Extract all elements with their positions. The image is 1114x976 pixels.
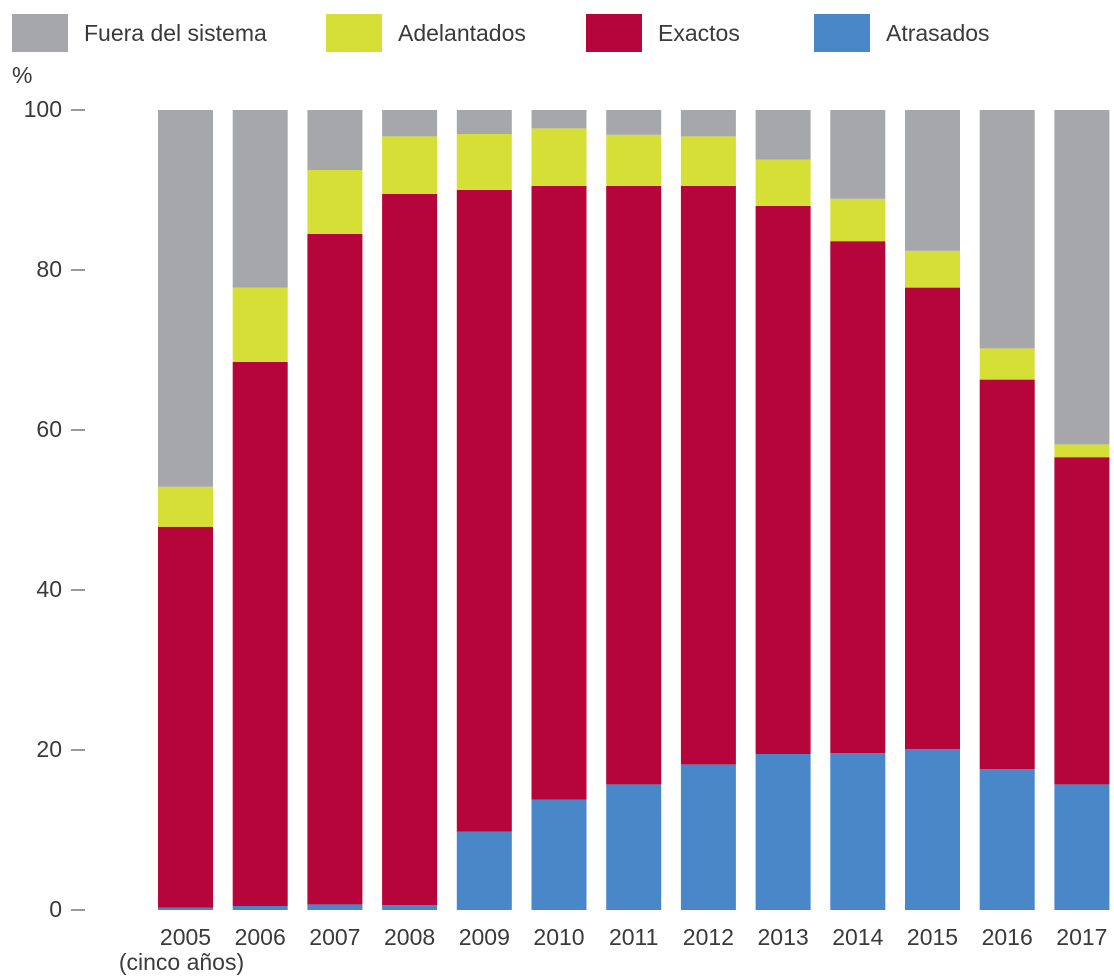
bar-segment-fuera-del-sistema-2013 — [755, 110, 811, 160]
bar-segment-fuera-del-sistema-2016 — [979, 110, 1035, 349]
bar-segment-exactos-2011 — [606, 186, 662, 785]
bar-segment-exactos-2013 — [755, 206, 811, 754]
bar-segment-fuera-del-sistema-2014 — [830, 110, 886, 199]
bar-segment-atrasados-2015 — [905, 749, 960, 910]
x-category-label: 2015 — [906, 924, 959, 950]
bar-segment-adelantados-2013 — [755, 159, 811, 206]
bar-segment-exactos-2010 — [531, 186, 587, 800]
y-tick-label: 100 — [23, 96, 62, 122]
bar-segment-exactos-2009 — [456, 190, 512, 832]
y-tick-label: 80 — [36, 256, 62, 282]
x-category-label: 2013 — [757, 924, 809, 950]
bar-segment-adelantados-2007 — [307, 170, 363, 234]
x-category-label: 2016 — [981, 924, 1033, 950]
x-category-label: 2008 — [384, 924, 436, 950]
bar-segment-adelantados-2005 — [158, 486, 213, 527]
bar-segment-atrasados-2010 — [531, 799, 587, 910]
bar-segment-fuera-del-sistema-2008 — [382, 110, 438, 137]
legend-swatch — [586, 14, 642, 52]
bar-segment-exactos-2005 — [158, 526, 213, 908]
y-tick-label: 60 — [36, 416, 62, 442]
bar-segment-atrasados-2012 — [680, 764, 736, 910]
bar-segment-atrasados-2005 — [158, 907, 213, 910]
bar-segment-adelantados-2012 — [680, 136, 736, 186]
bar-segment-atrasados-2011 — [606, 784, 662, 910]
bar-segment-exactos-2016 — [979, 379, 1035, 770]
bar-segment-fuera-del-sistema-2017 — [1054, 110, 1110, 445]
bar-segment-atrasados-2014 — [830, 753, 886, 910]
bar-segment-atrasados-2008 — [382, 905, 438, 910]
bar-segment-adelantados-2008 — [382, 136, 438, 194]
bar-segment-atrasados-2013 — [755, 754, 811, 910]
x-category-label: 2010 — [533, 924, 585, 950]
bar-segment-adelantados-2017 — [1054, 444, 1110, 458]
legend-item: Exactos — [586, 14, 740, 52]
bar-segment-exactos-2006 — [232, 362, 288, 906]
y-axis-unit-label: % — [12, 62, 33, 88]
bar-segment-atrasados-2016 — [979, 769, 1035, 910]
bar-segment-atrasados-2009 — [456, 831, 512, 910]
y-tick-label: 40 — [36, 576, 62, 602]
bar-segment-exactos-2015 — [905, 287, 960, 750]
x-category-label: 2007 — [309, 924, 361, 950]
bar-segment-fuera-del-sistema-2012 — [680, 110, 736, 137]
bar-segment-atrasados-2007 — [307, 904, 363, 910]
legend-swatch — [814, 14, 870, 52]
bar-segment-exactos-2014 — [830, 241, 886, 754]
x-category-label: 2006 — [234, 924, 286, 950]
bar-segment-exactos-2007 — [307, 234, 363, 905]
legend-item: Fuera del sistema — [12, 14, 267, 52]
legend-item: Atrasados — [814, 14, 990, 52]
bar-segment-fuera-del-sistema-2006 — [232, 110, 288, 288]
bar-segment-adelantados-2010 — [531, 128, 587, 186]
bar-segment-adelantados-2009 — [456, 134, 512, 190]
x-category-label: 2011 — [608, 924, 659, 950]
bar-segment-exactos-2012 — [680, 186, 736, 765]
bar-segment-fuera-del-sistema-2009 — [456, 110, 512, 134]
x-category-label: 2012 — [682, 924, 734, 950]
bar-segment-atrasados-2006 — [232, 906, 288, 910]
bar-segment-fuera-del-sistema-2011 — [606, 110, 662, 135]
x-category-sublabel: (cinco años) — [118, 949, 245, 975]
bar-segment-fuera-del-sistema-2015 — [905, 110, 960, 251]
bar-segment-exactos-2017 — [1054, 457, 1110, 785]
bar-segment-exactos-2008 — [382, 194, 438, 906]
legend-swatch — [12, 14, 68, 52]
legend-item: Adelantados — [326, 14, 526, 52]
legend-label: Adelantados — [398, 19, 526, 46]
legend-label: Atrasados — [886, 19, 990, 46]
y-tick-label: 0 — [49, 896, 62, 922]
x-category-label: 2009 — [458, 924, 510, 950]
x-category-label: 2017 — [1056, 924, 1108, 950]
y-tick-label: 20 — [36, 736, 62, 762]
legend-swatch — [326, 14, 382, 52]
x-category-label: 2014 — [832, 924, 884, 950]
bar-segment-fuera-del-sistema-2007 — [307, 110, 363, 170]
bar-segment-adelantados-2016 — [979, 348, 1035, 380]
legend-label: Exactos — [658, 19, 740, 46]
bar-segment-adelantados-2006 — [232, 287, 288, 362]
bar-segment-adelantados-2011 — [606, 134, 662, 186]
bar-segment-fuera-del-sistema-2010 — [531, 110, 587, 129]
bar-segment-adelantados-2015 — [905, 250, 960, 288]
bar-segment-atrasados-2017 — [1054, 784, 1110, 910]
legend-label: Fuera del sistema — [84, 19, 267, 46]
x-category-label: 2005 — [159, 924, 212, 950]
bar-segment-fuera-del-sistema-2005 — [158, 110, 213, 487]
bar-segment-adelantados-2014 — [830, 198, 886, 242]
